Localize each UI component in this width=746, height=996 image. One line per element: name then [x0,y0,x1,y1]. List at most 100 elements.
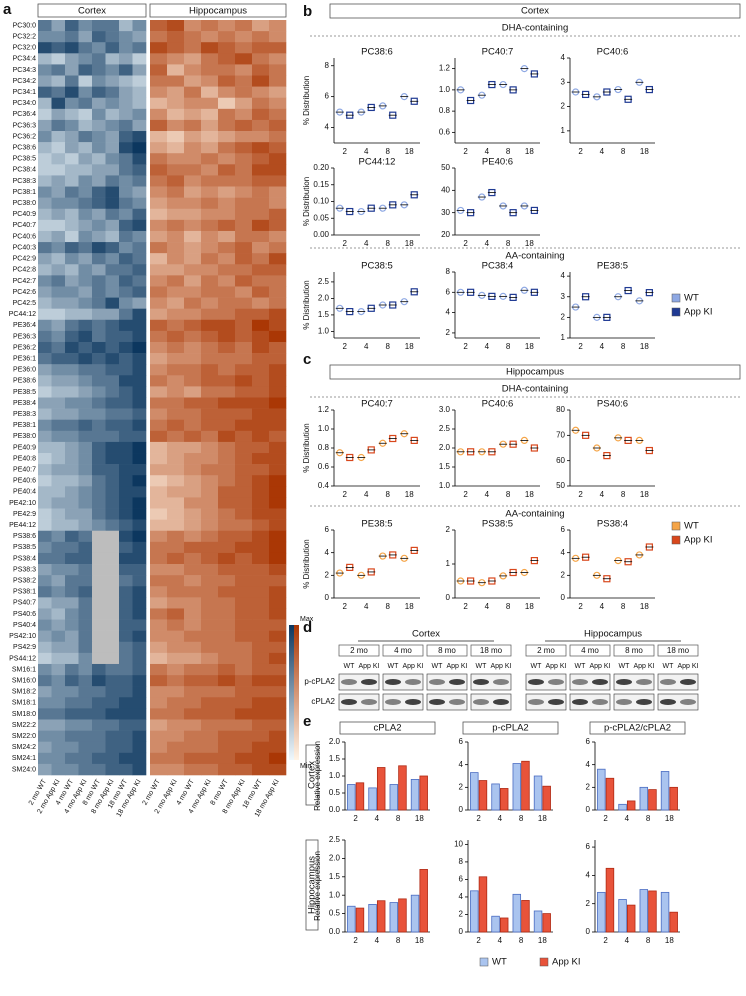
heatmap-cell [184,453,202,465]
heatmap-cell [65,375,79,387]
heatmap-cell [119,219,133,232]
heatmap-cell [201,486,219,498]
heatmap-cell [218,186,236,198]
blot-box [525,693,567,711]
heatmap-cell [51,319,66,332]
heatmap-cell [269,86,287,99]
heatmap-cell [150,64,168,76]
heatmap-cell [65,619,79,631]
heatmap-cell [92,319,106,332]
heatmap-cell [269,730,287,742]
heatmap-cell [105,430,120,443]
heatmap-cell [201,31,219,43]
blot-band [636,699,652,705]
heatmap-cell [235,330,253,343]
heatmap-cell [119,719,133,731]
section-label: AA-containing [505,251,564,262]
heatmap-cell [269,408,287,421]
heatmap-cell [92,741,106,754]
x-tick-label: 18 [538,814,547,823]
heatmap-cell [184,552,202,565]
heatmap-cell [51,97,66,110]
heatmap-cell [184,20,202,32]
heatmap-cell [184,519,202,532]
row-label: PC38:5 [13,156,36,163]
heatmap-cell [201,253,219,265]
heatmap-cell [78,397,93,409]
heatmap-cell [218,408,236,421]
y-axis-label: Relative expression [313,851,322,921]
heatmap-cell [51,541,66,554]
heatmap-cell [119,763,133,776]
row-label: PC34:0 [13,100,36,107]
heatmap-cell [269,497,287,509]
heatmap-cell [252,142,270,154]
heatmap-cell [235,264,253,276]
heatmap-cell [235,430,253,443]
heatmap-cell [119,242,133,254]
legend-label: WT [684,521,699,532]
heatmap-cell [184,730,202,742]
heatmap-cell [105,686,120,698]
row-label: PC34:4 [13,56,36,63]
row-label: PS40:4 [13,622,36,629]
heatmap-cell [51,20,66,32]
heatmap-cell [235,86,253,99]
heatmap-cell [92,175,106,187]
heatmap-cell [132,464,147,476]
heatmap-cell [218,353,236,365]
heatmap-cell [92,519,106,532]
heatmap-cell [269,275,287,287]
y-axis-label: Relative expression [313,741,322,811]
heatmap-cell [235,641,253,654]
bar [512,763,522,811]
heatmap-cell [218,541,236,554]
heatmap-cell [78,186,93,198]
heatmap-cell [252,397,270,409]
heatmap-cell [78,230,93,243]
heatmap-cell [38,297,52,309]
bar [648,890,657,933]
blot-band [528,679,544,685]
x-tick-label: 18 [665,814,674,823]
heatmap-cell [201,586,219,598]
heatmap-cell [105,652,120,665]
heatmap-cell [150,619,168,631]
heatmap-cell [51,575,66,587]
blot-band [473,699,489,705]
heatmap-cell [119,675,133,687]
heatmap-cell [38,230,52,243]
bar [376,900,386,933]
bar [669,786,678,811]
heatmap-cell [105,20,120,32]
heatmap-cell [51,741,66,754]
chart-title: PS40:6 [597,399,628,410]
heatmap-cell [38,275,52,287]
heatmap-cell [92,597,106,609]
region-box [305,839,319,931]
y-tick-label: 1.0 [329,890,341,899]
blot-band [405,699,421,705]
heatmap-cell [167,586,185,598]
heatmap-cell [150,686,168,698]
x-tick-label: 18 [640,342,649,351]
heatmap-cell [92,197,106,210]
heatmap-cell [65,97,79,110]
heatmap-cell [269,20,287,32]
heatmap-cell [235,597,253,609]
heatmap-cell [184,386,202,398]
heatmap-cell [105,64,120,76]
row-label: SM16:0 [12,677,36,684]
heatmap-cell [252,286,270,298]
heatmap-cell [269,652,287,665]
heatmap-cell [105,31,120,43]
heatmap-cell [119,697,133,709]
heatmap-cell [269,308,287,321]
heatmap-cell [92,242,106,254]
heatmap-cell [105,330,120,343]
bar [470,772,479,811]
heatmap-cell [150,275,168,287]
title-box [339,721,436,735]
y-tick-label: 0.8 [439,106,451,115]
heatmap-cell [235,508,253,520]
